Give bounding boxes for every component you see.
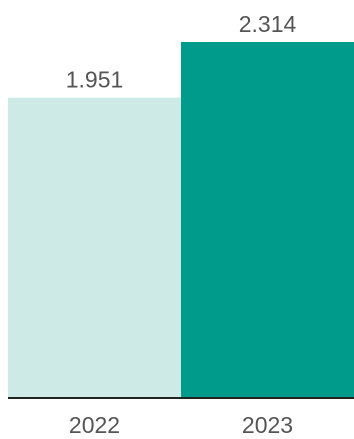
- x-tick-label-2023: 2023: [242, 412, 293, 438]
- bars-group: [8, 42, 354, 398]
- value-label-2022: 1.951: [66, 67, 124, 93]
- value-label-2023: 2.314: [239, 11, 297, 37]
- bar-2022: [8, 97, 181, 398]
- x-tick-labels-group: 2022 2023: [69, 412, 293, 438]
- value-labels-group: 1.951 2.314: [66, 11, 297, 93]
- bar-2023: [181, 42, 354, 397]
- x-tick-label-2022: 2022: [69, 412, 120, 438]
